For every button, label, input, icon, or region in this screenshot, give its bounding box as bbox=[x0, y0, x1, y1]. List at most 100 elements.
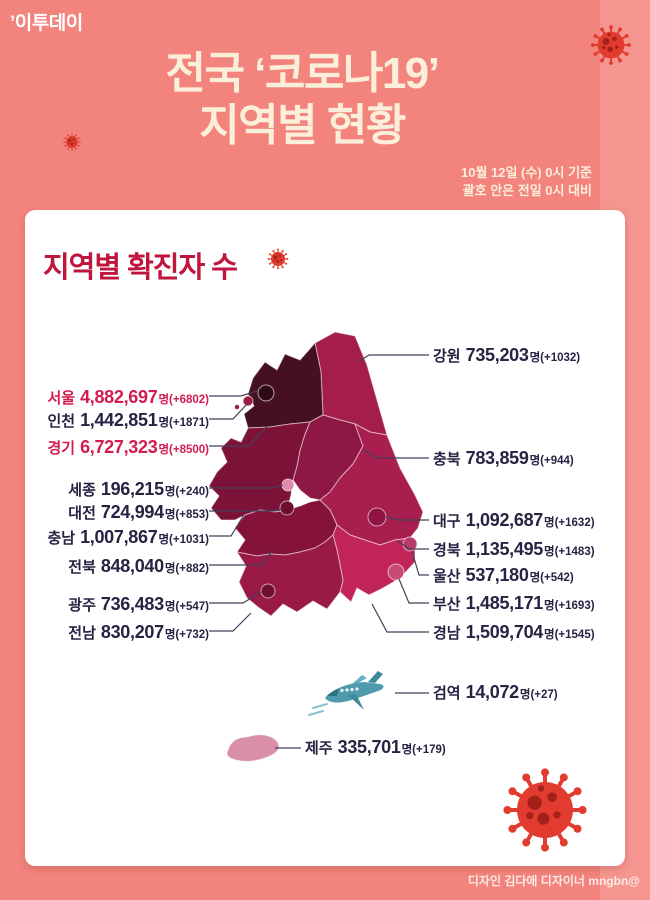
region-row-left-1: 서울 4,882,697 명(+6802) bbox=[25, 386, 209, 411]
region-suffix: 명(+542) bbox=[529, 572, 574, 584]
date-note-line2: 괄호 안은 전일 0시 대비 bbox=[462, 183, 592, 199]
date-note: 10월 12일 (수) 0시 기준 괄호 안은 전일 0시 대비 bbox=[461, 164, 592, 200]
connector-busan bbox=[398, 578, 429, 604]
region-name: 경기 bbox=[47, 440, 76, 457]
publisher-logo: ’이투데이 bbox=[10, 13, 83, 34]
korea-choropleth-map bbox=[208, 331, 589, 854]
region-name: 경남 bbox=[433, 625, 461, 642]
region-daejeon bbox=[279, 500, 295, 516]
connector-ulsan bbox=[411, 550, 429, 576]
region-row-right-6: 부산 1,485,171 명(+1693) bbox=[433, 592, 595, 617]
region-name: 광주 bbox=[68, 597, 96, 614]
region-name: 대전 bbox=[68, 505, 96, 522]
region-value: 1,509,704 bbox=[465, 622, 544, 642]
region-suffix: 명(+1545) bbox=[544, 629, 595, 641]
region-suffix: 명(+179) bbox=[401, 744, 446, 756]
airplane-motion-lines bbox=[308, 703, 328, 716]
card-heading: 지역별 확진자 수 bbox=[43, 252, 238, 284]
connector-chungnam bbox=[209, 512, 246, 537]
region-suffix: 명(+240) bbox=[164, 486, 209, 498]
region-name: 제주 bbox=[305, 740, 333, 757]
region-busan bbox=[387, 563, 405, 581]
region-value: 1,442,851 bbox=[80, 410, 158, 430]
region-value: 335,701 bbox=[337, 737, 401, 757]
connector-jeonbuk bbox=[209, 549, 274, 566]
connector-gangwon bbox=[357, 354, 429, 363]
region-row-right-1: 강원 735,203 명(+1032) bbox=[433, 344, 580, 369]
region-name: 대구 bbox=[433, 513, 461, 530]
region-value: 848,040 bbox=[100, 556, 164, 576]
region-value: 4,882,697 bbox=[80, 387, 158, 407]
region-row-right-3: 대구 1,092,687 명(+1632) bbox=[433, 509, 595, 534]
region-value: 830,207 bbox=[100, 622, 164, 642]
connector-seoul bbox=[209, 390, 258, 397]
region-value: 196,215 bbox=[100, 479, 164, 499]
connector-daejeon bbox=[209, 508, 284, 512]
region-suffix: 명(+1031) bbox=[158, 534, 209, 546]
stats-card: 지역별 확진자 수 bbox=[25, 210, 625, 866]
page-title-line1: 전국 ‘코로나19’ bbox=[165, 49, 440, 98]
connector-chungbuk bbox=[362, 449, 429, 459]
region-row-left-7: 전북 848,040 명(+882) bbox=[25, 555, 209, 580]
region-labels-layer: 서울 4,882,697 명(+6802) 인천 1,442,851 명(+1871) 경기… bbox=[25, 210, 625, 866]
region-value: 783,859 bbox=[465, 448, 529, 468]
region-incheon-islet bbox=[234, 404, 240, 410]
region-suffix: 명(+944) bbox=[529, 455, 574, 467]
region-name: 충남 bbox=[47, 530, 76, 547]
region-suffix: 명(+1483) bbox=[544, 546, 595, 558]
region-suffix: 명(+27) bbox=[519, 689, 558, 701]
connector-gyeonggi bbox=[209, 425, 268, 447]
region-name: 전북 bbox=[68, 559, 96, 576]
region-row-left-2: 인천 1,442,851 명(+1871) bbox=[25, 409, 209, 434]
region-value: 735,203 bbox=[465, 345, 529, 365]
city-markers bbox=[234, 384, 418, 599]
region-value: 537,180 bbox=[465, 565, 529, 585]
region-value: 1,485,171 bbox=[465, 593, 544, 613]
region-value: 724,994 bbox=[100, 502, 164, 522]
date-note-line1: 10월 12일 (수) 0시 기준 bbox=[460, 165, 592, 180]
region-row-left-5: 대전 724,994 명(+853) bbox=[25, 501, 209, 526]
region-row-right-5: 울산 537,180 명(+542) bbox=[433, 564, 574, 589]
region-name: 울산 bbox=[433, 568, 461, 585]
region-suffix: 명(+8500) bbox=[158, 444, 209, 456]
region-jeju bbox=[226, 734, 280, 762]
virus-icon bbox=[267, 248, 289, 270]
connector-lines bbox=[209, 354, 429, 749]
connector-jeonnam bbox=[209, 612, 252, 632]
connector-gyeongbuk bbox=[397, 540, 429, 550]
region-name: 검역 bbox=[433, 685, 461, 702]
region-name: 서울 bbox=[47, 390, 76, 407]
region-row-right-9: 제주 335,701 명(+179) bbox=[305, 736, 446, 761]
region-incheon bbox=[242, 395, 254, 407]
connector-incheon bbox=[209, 403, 248, 420]
connector-gwangju bbox=[209, 591, 262, 604]
region-seoul bbox=[257, 384, 275, 402]
region-suffix: 명(+732) bbox=[164, 629, 209, 641]
region-name: 경북 bbox=[433, 542, 461, 559]
region-name: 강원 bbox=[433, 348, 461, 365]
connector-sejong bbox=[209, 484, 284, 489]
region-suffix: 명(+1632) bbox=[544, 517, 595, 529]
region-row-right-8: 검역 14,072 명(+27) bbox=[433, 681, 558, 706]
region-row-left-4: 세종 196,215 명(+240) bbox=[25, 478, 209, 503]
region-gwangju bbox=[260, 583, 276, 599]
region-name: 인천 bbox=[47, 413, 76, 430]
region-suffix: 명(+6802) bbox=[158, 394, 209, 406]
region-value: 1,007,867 bbox=[80, 527, 158, 547]
region-row-right-4: 경북 1,135,495 명(+1483) bbox=[433, 538, 595, 563]
region-suffix: 명(+547) bbox=[164, 601, 209, 613]
region-suffix: 명(+1871) bbox=[158, 417, 209, 429]
region-row-left-8: 광주 736,483 명(+547) bbox=[25, 593, 209, 618]
region-value: 1,092,687 bbox=[465, 510, 544, 530]
page-title-line2: 지역별 현황 bbox=[199, 100, 406, 150]
connector-gyeongnam bbox=[371, 603, 429, 633]
designer-credit: 디자인 김다애 디자이너 mngbn@ bbox=[467, 874, 640, 888]
region-value: 736,483 bbox=[100, 594, 164, 614]
region-value: 1,135,495 bbox=[465, 539, 544, 559]
region-suffix: 명(+1032) bbox=[529, 352, 581, 364]
region-suffix: 명(+882) bbox=[164, 563, 209, 575]
region-suffix: 명(+853) bbox=[164, 509, 209, 521]
region-suffix: 명(+1693) bbox=[544, 600, 595, 612]
region-name: 충북 bbox=[433, 451, 461, 468]
region-value: 6,727,323 bbox=[80, 437, 158, 457]
